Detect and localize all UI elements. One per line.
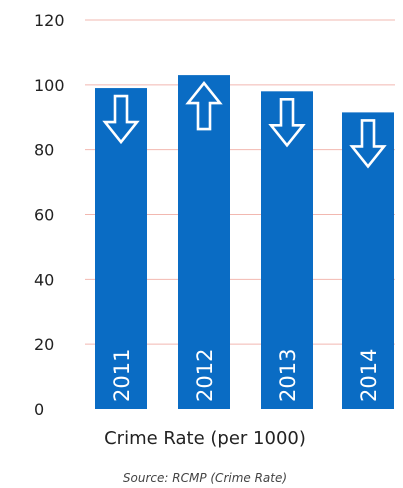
bar-group-2013: 2013 xyxy=(261,91,313,410)
bar-category-label: 2011 xyxy=(110,349,134,402)
arrow-down-icon xyxy=(102,94,140,145)
y-tick-label: 60 xyxy=(34,206,54,225)
y-tick-label: 0 xyxy=(34,400,44,419)
bar-group-2011: 2011 xyxy=(95,88,147,409)
y-tick-label: 20 xyxy=(34,335,54,354)
y-axis-ticks: 0 20 40 60 80 100 120 xyxy=(34,11,65,419)
bar-category-label: 2012 xyxy=(193,349,217,402)
source-note: Source: RCMP (Crime Rate) xyxy=(123,471,287,485)
bar-2014 xyxy=(342,112,394,409)
arrow-up-icon xyxy=(185,81,223,131)
bars: 2011 2012 2013 2014 xyxy=(95,75,394,410)
bar-group-2014: 2014 xyxy=(342,112,394,409)
bar-category-label: 2014 xyxy=(357,349,381,402)
y-tick-label: 40 xyxy=(34,270,54,289)
bar-group-2012: 2012 xyxy=(178,75,230,409)
arrow-down-icon xyxy=(268,98,306,148)
bar-2012 xyxy=(178,75,230,409)
x-axis-label: Crime Rate (per 1000) xyxy=(104,428,306,449)
arrow-down-icon xyxy=(349,119,387,169)
y-tick-label: 100 xyxy=(34,76,65,95)
y-tick-label: 120 xyxy=(34,11,65,30)
y-tick-label: 80 xyxy=(34,141,54,160)
bar-category-label: 2013 xyxy=(276,349,300,402)
